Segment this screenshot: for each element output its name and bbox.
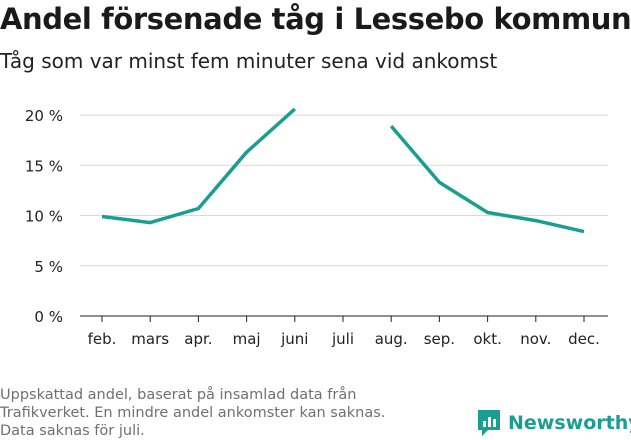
footer-note: Uppskattad andel, baserat på insamlad da… — [0, 386, 440, 440]
footer-note-line: Data saknas för juli. — [0, 423, 145, 439]
x-tick-label: aug. — [375, 330, 408, 348]
series-line — [101, 107, 296, 225]
x-tick-label: juni — [280, 330, 308, 348]
brand-name: Newsworthy — [508, 412, 631, 434]
x-tick-label: feb. — [88, 330, 117, 348]
y-tick-label: 20 % — [25, 107, 63, 125]
x-tick-label: dec. — [568, 330, 600, 348]
x-tick-label: apr. — [184, 330, 212, 348]
y-tick-label: 5 % — [34, 258, 63, 276]
x-tick-label: mars — [131, 330, 169, 348]
x-tick-label: maj — [233, 330, 261, 348]
x-tick-label: okt. — [473, 330, 502, 348]
y-tick-label: 0 % — [34, 308, 63, 326]
footer-note-line: Trafikverket. En mindre andel ankomster … — [0, 405, 386, 421]
x-tick-label: nov. — [520, 330, 551, 348]
y-tick-label: 10 % — [25, 208, 63, 226]
x-tick-label: juli — [331, 330, 354, 348]
y-tick-label: 15 % — [25, 157, 63, 175]
footer-note-line: Uppskattad andel, baserat på insamlad da… — [0, 387, 357, 403]
chart-title: Andel försenade tåg i Lessebo kommun — [0, 2, 631, 36]
brand-logo: Newsworthy — [476, 408, 631, 438]
series-line — [389, 124, 585, 234]
x-tick-label: sep. — [424, 330, 455, 348]
line-chart: 0 % 5 % 10 % 15 % 20 % feb. mars apr. maj juni jul… — [25, 107, 608, 348]
chart-subtitle: Tåg som var minst fem minuter sena vid a… — [0, 49, 498, 73]
newsworthy-logo-icon — [478, 410, 500, 436]
